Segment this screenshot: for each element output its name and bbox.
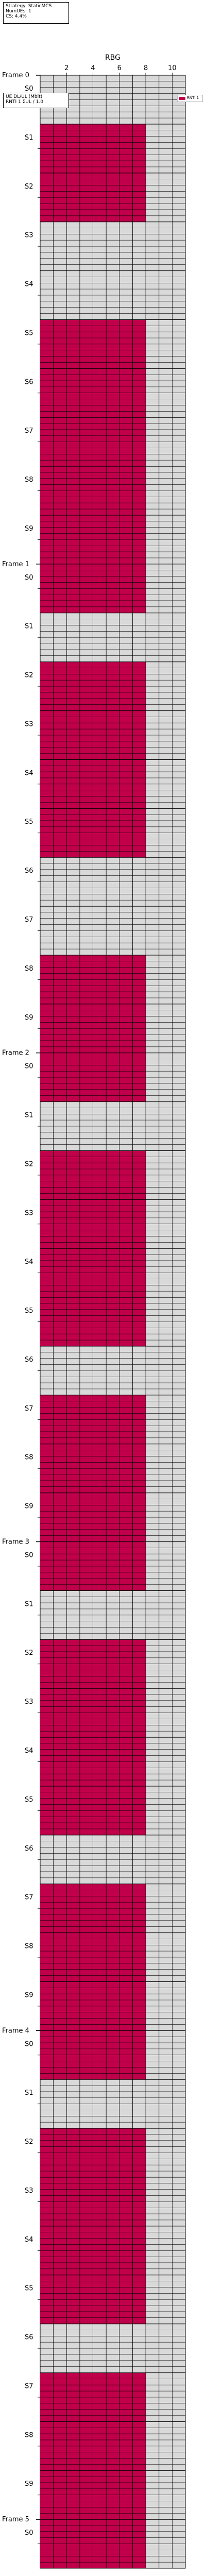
subframe-label: S0 [25, 2040, 33, 2048]
subframe-label: S3 [25, 1698, 33, 1706]
legend: RNTI 1 [177, 95, 203, 102]
ue-header-line: UE DL/UL (Mbit) [6, 94, 43, 99]
subframe-label: S0 [25, 2529, 33, 2537]
subframe-label: S8 [25, 965, 33, 973]
x-tick-label: 4 [91, 64, 95, 72]
subframe-label: S3 [25, 2187, 33, 2195]
frame-label: Frame 2 [2, 1049, 29, 1057]
subframe-label: S6 [25, 1356, 33, 1364]
subframe-label: S3 [25, 720, 33, 728]
subframe-label: S8 [25, 1943, 33, 1951]
subframe-label: S2 [25, 1160, 33, 1168]
subframe-label: S6 [25, 2334, 33, 2342]
subframe-label: S1 [25, 134, 33, 142]
legend-swatch-rnti-1 [179, 97, 185, 100]
subframe-label: S2 [25, 672, 33, 680]
frame-label: Frame 3 [2, 1538, 29, 1546]
frame-label: Frame 0 [2, 72, 29, 79]
subframe-label: S1 [25, 1112, 33, 1120]
subframe-label: S9 [25, 1503, 33, 1511]
subframe-label: S1 [25, 1600, 33, 1608]
subframe-label: S7 [25, 1405, 33, 1413]
ue-throughput-box: UE DL/UL (Mbit) RNTI 1 ΣUL / 1.0 [3, 93, 69, 108]
frame-label: Frame 4 [2, 2027, 29, 2035]
subframe-label: S5 [25, 329, 33, 337]
subframe-label: S0 [25, 1551, 33, 1559]
subframe-label: S8 [25, 1454, 33, 1462]
x-tick-label: 8 [144, 64, 148, 72]
subframe-label: S7 [25, 427, 33, 435]
subframe-label: S9 [25, 1014, 33, 1022]
x-tick-label: 6 [117, 64, 122, 72]
num-ues-line: NumUEs: 1 [6, 9, 31, 14]
subframe-label: S6 [25, 1845, 33, 1853]
subframe-label: S5 [25, 818, 33, 826]
subframe-label: S5 [25, 1796, 33, 1804]
subframe-label: S8 [25, 476, 33, 484]
subframe-label: S6 [25, 867, 33, 875]
subframe-label: S3 [25, 1209, 33, 1217]
subframe-label: S6 [25, 378, 33, 386]
ue-value-line: RNTI 1 ΣUL / 1.0 [6, 99, 43, 105]
legend-label-rnti-1: RNTI 1 [187, 96, 199, 100]
subframe-label: S0 [25, 574, 33, 582]
subframe-label: S7 [25, 916, 33, 924]
cs-line: CS: 4.4% [6, 14, 27, 19]
subframe-label: S3 [25, 232, 33, 240]
strategy-line: Strategy: StaticMCS [6, 4, 52, 9]
subframe-label: S4 [25, 1747, 33, 1755]
subframe-label: S5 [25, 1307, 33, 1315]
subframe-label: S7 [25, 2382, 33, 2390]
subframe-label: S2 [25, 183, 33, 191]
subframe-label: S4 [25, 281, 33, 289]
subframe-label: S7 [25, 1894, 33, 1902]
subframe-label: S4 [25, 1258, 33, 1266]
subframe-label: S9 [25, 1991, 33, 1999]
subframe-label: S9 [25, 525, 33, 533]
subframe-label: S0 [25, 1063, 33, 1071]
x-tick-label: 10 [168, 64, 177, 72]
subframe-label: S5 [25, 2285, 33, 2293]
subframe-label: S8 [25, 2431, 33, 2439]
subframe-label: S0 [25, 85, 33, 93]
subframe-label: S4 [25, 2236, 33, 2244]
subframe-label: S1 [25, 2089, 33, 2097]
strategy-info-box: Strategy: StaticMCS NumUEs: 1 CS: 4.4% [3, 2, 69, 24]
subframe-label: S1 [25, 623, 33, 631]
x-tick-label: 2 [64, 64, 68, 72]
frame-label: Frame 1 [2, 561, 29, 568]
subframe-label: S2 [25, 1649, 33, 1657]
subframe-label: S9 [25, 2480, 33, 2488]
subframe-label: S2 [25, 2138, 33, 2146]
subframe-label: S4 [25, 769, 33, 777]
x-axis-label: RBG [105, 54, 121, 62]
frame-label: Frame 5 [2, 2516, 29, 2523]
